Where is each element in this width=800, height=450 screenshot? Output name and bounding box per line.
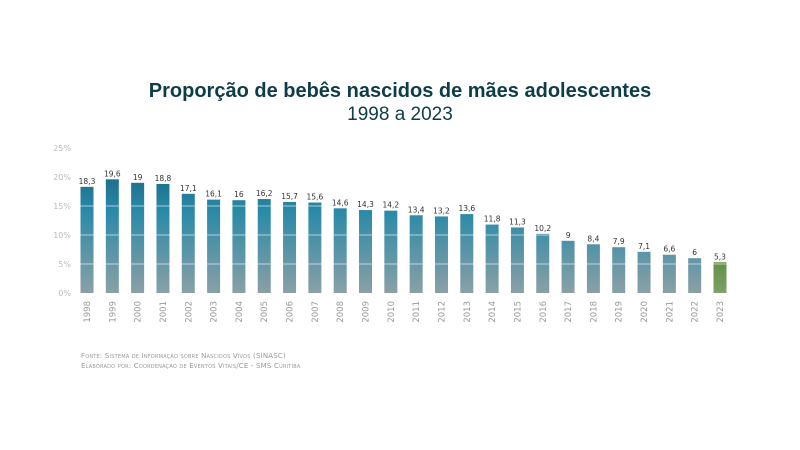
bar — [333, 208, 347, 293]
x-tick-label: 2000 — [134, 301, 144, 323]
data-label: 13,4 — [408, 205, 425, 214]
data-label: 5,3 — [714, 252, 726, 261]
bar — [359, 210, 373, 293]
data-label: 7,1 — [638, 242, 650, 251]
x-tick-label: 2016 — [539, 301, 549, 323]
data-label: 13,2 — [433, 206, 450, 215]
bar — [612, 247, 626, 293]
x-tick-label: 2023 — [716, 301, 726, 323]
x-tick-label: 2012 — [437, 301, 447, 323]
data-label: 16,2 — [256, 189, 273, 198]
data-label: 10,2 — [534, 224, 551, 233]
data-label: 8,4 — [587, 234, 599, 243]
chart-title: Proporção de bebês nascidos de mães adol… — [148, 80, 652, 102]
x-tick-label: 2003 — [210, 301, 220, 323]
data-label: 13,6 — [458, 204, 475, 213]
data-label: 6 — [692, 248, 697, 257]
x-tick-label: 2014 — [488, 301, 498, 323]
x-tick-label: 2019 — [615, 301, 625, 323]
x-tick-label: 2008 — [336, 301, 346, 323]
bar — [688, 258, 702, 293]
bar — [283, 201, 297, 293]
data-label: 19,6 — [104, 169, 121, 178]
bar — [637, 251, 651, 293]
x-tick-label: 2002 — [184, 301, 194, 323]
bar — [257, 199, 271, 293]
bar — [510, 227, 524, 293]
data-label: 7,9 — [613, 237, 625, 246]
data-label: 16,1 — [205, 190, 222, 199]
x-tick-label: 2013 — [463, 301, 473, 323]
data-label: 14,3 — [357, 200, 374, 209]
x-tick-label: 2010 — [387, 301, 397, 323]
y-tick-label: 0% — [58, 289, 71, 298]
y-tick-label: 15% — [53, 202, 71, 211]
bar — [586, 244, 600, 293]
data-label: 17,1 — [180, 184, 197, 193]
data-label: 14,2 — [382, 201, 399, 210]
bar — [662, 254, 676, 293]
data-label: 15,7 — [281, 192, 298, 201]
bar — [434, 216, 448, 293]
bar — [105, 179, 119, 293]
x-tick-label: 2020 — [640, 301, 650, 323]
x-tick-label: 2021 — [665, 301, 675, 323]
x-tick-label: 2015 — [513, 301, 523, 323]
bar — [460, 214, 474, 293]
bar — [207, 199, 221, 293]
x-tick-label: 2004 — [235, 301, 245, 323]
data-label: 15,6 — [307, 193, 324, 202]
x-tick-label: 2009 — [362, 301, 372, 323]
x-tick-label: 1998 — [83, 301, 93, 323]
bar — [80, 186, 94, 293]
author-note: Elaborado por: Coordenação de Eventos Vi… — [81, 362, 301, 370]
bar — [536, 233, 550, 293]
x-tick-label: 2011 — [412, 301, 422, 323]
y-tick-label: 20% — [53, 173, 71, 182]
y-tick-label: 5% — [58, 260, 71, 269]
data-label: 19 — [133, 173, 143, 182]
bar — [156, 183, 170, 293]
data-label: 11,8 — [484, 215, 501, 224]
data-label: 11,3 — [509, 217, 526, 226]
data-label: 18,3 — [79, 177, 96, 186]
bar — [409, 215, 423, 293]
bar — [131, 182, 145, 293]
bar — [561, 240, 575, 293]
bar — [713, 262, 727, 293]
x-tick-label: 1999 — [108, 301, 118, 323]
x-tick-label: 2022 — [691, 301, 701, 323]
data-label: 14,6 — [332, 198, 349, 207]
source-note: Fonte: Sistema de Informação sobre Nasci… — [81, 352, 286, 360]
y-tick-label: 25% — [53, 144, 71, 153]
bar — [308, 202, 322, 293]
x-tick-label: 2001 — [159, 301, 169, 323]
x-tick-label: 2005 — [260, 301, 270, 323]
bar — [232, 200, 246, 293]
x-tick-label: 2018 — [589, 301, 599, 323]
data-label: 9 — [566, 231, 571, 240]
data-label: 6,6 — [663, 245, 675, 254]
x-tick-label: 2017 — [564, 301, 574, 323]
data-label: 16 — [234, 190, 244, 199]
chart-subtitle: 1998 a 2023 — [347, 104, 453, 125]
x-tick-label: 2006 — [286, 301, 296, 323]
bar — [485, 224, 499, 293]
y-tick-label: 10% — [53, 231, 71, 240]
data-label: 18,8 — [155, 174, 172, 183]
x-tick-label: 2007 — [311, 301, 321, 323]
bar — [181, 193, 195, 293]
bar — [384, 210, 398, 293]
